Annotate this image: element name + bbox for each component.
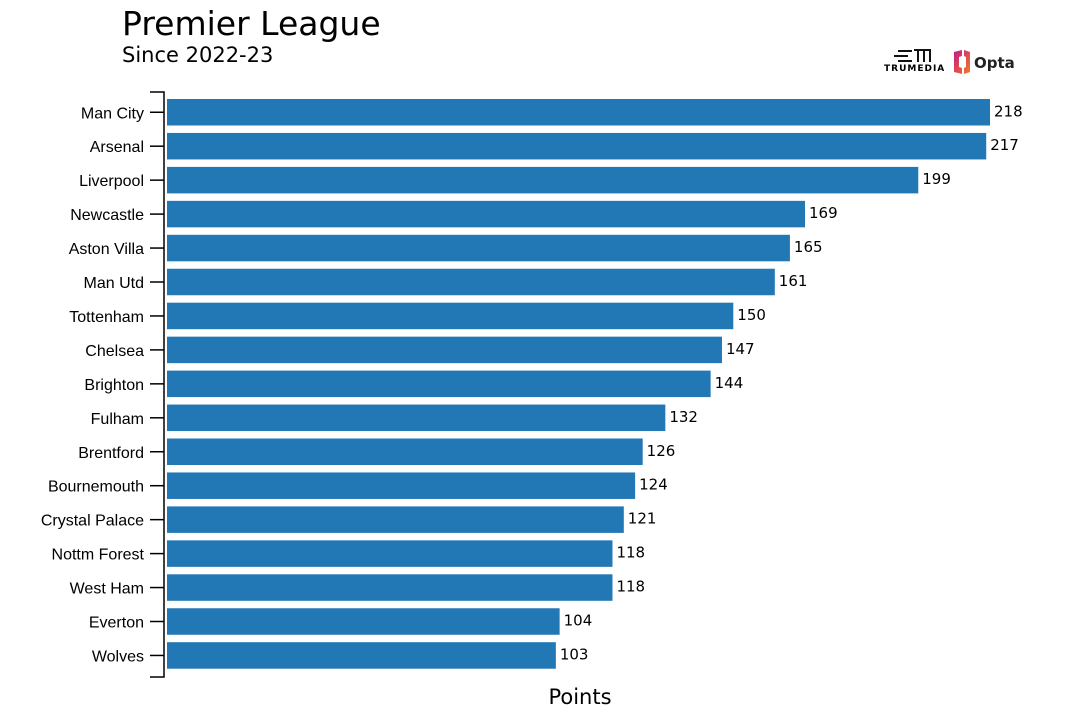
bar <box>167 268 775 296</box>
y-tick-label: Bournemouth <box>48 479 144 496</box>
y-tick-label: Arsenal <box>90 139 144 156</box>
bar <box>167 642 556 669</box>
bar <box>167 99 990 126</box>
data-label: 199 <box>922 170 951 188</box>
bar <box>167 370 711 398</box>
chart-subtitle: Since 2022-23 <box>122 43 274 67</box>
y-tick-label: West Ham <box>70 581 144 598</box>
data-label: 169 <box>809 204 838 222</box>
data-label: 104 <box>564 612 593 630</box>
y-tick-label: Aston Villa <box>69 241 144 258</box>
data-label: 118 <box>616 544 645 562</box>
bar <box>167 574 613 601</box>
data-label: 118 <box>616 578 645 596</box>
bar <box>167 404 666 432</box>
y-tick-label: Tottenham <box>69 309 144 326</box>
y-tick-label: Brighton <box>84 377 144 394</box>
data-label: 165 <box>794 238 823 256</box>
bar <box>167 132 987 160</box>
bar <box>167 234 790 262</box>
svg-text:Opta: Opta <box>974 54 1015 72</box>
data-label: 218 <box>994 102 1023 120</box>
y-tick-label: Wolves <box>92 648 144 665</box>
data-label: 126 <box>647 442 676 460</box>
y-tick-label: Man City <box>81 105 144 122</box>
data-label: 161 <box>779 272 808 290</box>
bar <box>167 166 919 194</box>
bar <box>167 438 643 465</box>
bar <box>167 506 624 533</box>
y-tick-label: Nottm Forest <box>52 547 145 564</box>
data-label: 147 <box>726 340 755 358</box>
y-tick-label: Liverpool <box>79 173 144 190</box>
bar <box>167 540 613 567</box>
data-label: 103 <box>560 645 589 663</box>
y-tick-label: Man Utd <box>84 275 144 292</box>
data-label: 121 <box>628 510 657 528</box>
chart-title: Premier League <box>122 4 381 43</box>
bar <box>167 200 806 228</box>
bar <box>167 302 734 330</box>
data-label: 217 <box>990 136 1019 154</box>
trumedia-logo: TRUMEDIA <box>884 48 944 74</box>
bar <box>167 472 636 499</box>
y-tick-label: Crystal Palace <box>41 513 144 530</box>
y-tick-label: Fulham <box>91 411 144 428</box>
bar <box>167 608 560 635</box>
bar <box>167 336 722 364</box>
x-axis-label: Points <box>548 685 611 709</box>
y-tick-label: Everton <box>89 615 144 632</box>
data-label: 124 <box>639 476 668 494</box>
data-label: 150 <box>737 306 766 324</box>
y-tick-label: Chelsea <box>85 343 144 360</box>
opta-logo: Opta <box>950 48 1030 81</box>
data-label: 132 <box>669 408 698 426</box>
y-tick-label: Newcastle <box>70 207 144 224</box>
y-tick-label: Brentford <box>78 445 144 462</box>
data-label: 144 <box>715 374 744 392</box>
